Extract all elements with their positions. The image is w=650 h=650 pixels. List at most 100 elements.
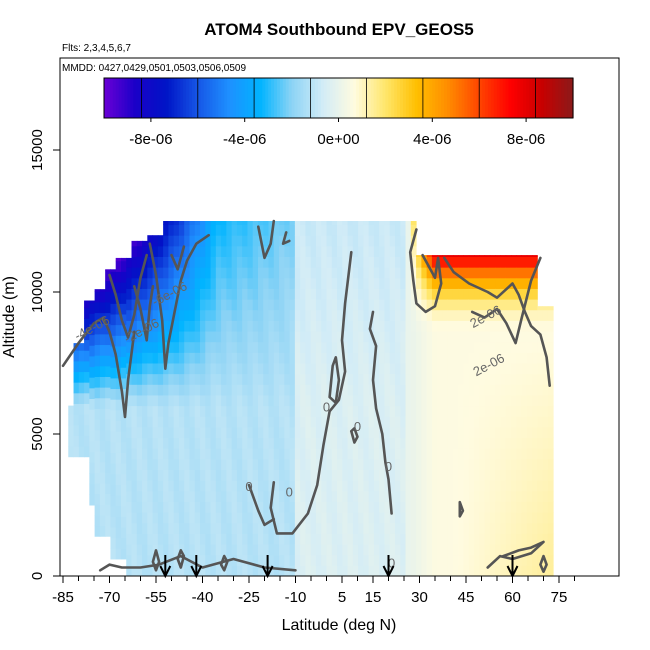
heat-cell xyxy=(431,405,438,417)
heat-cell xyxy=(468,384,475,396)
heat-cell xyxy=(279,373,285,385)
heat-cell xyxy=(215,331,222,343)
heat-cell xyxy=(226,448,233,460)
colorbar-labels: -8e-06 -4e-06 0e+00 4e-06 8e-06 xyxy=(129,118,545,148)
heat-cell xyxy=(479,448,486,460)
heat-cell xyxy=(426,320,433,332)
heat-cell xyxy=(500,533,507,545)
heat-cell xyxy=(437,331,443,343)
heat-cell xyxy=(331,458,338,470)
heat-cell xyxy=(252,405,259,417)
heat-cell xyxy=(115,473,122,485)
heat-cell xyxy=(305,309,312,321)
heat-cell xyxy=(410,554,417,566)
heat-cell xyxy=(431,458,438,470)
heat-cell xyxy=(236,469,243,481)
colorbar-cell xyxy=(353,78,357,118)
heat-cell xyxy=(157,469,164,481)
heat-cell xyxy=(337,448,343,460)
heat-cell xyxy=(521,267,528,279)
heat-cell xyxy=(468,480,475,492)
heat-cell xyxy=(447,437,454,449)
heat-cell xyxy=(463,320,470,332)
heat-cell xyxy=(442,363,449,375)
heat-cell xyxy=(236,267,243,279)
heat-cell xyxy=(363,490,370,502)
heat-cell xyxy=(321,448,327,460)
heat-cell xyxy=(210,533,217,545)
heat-cell xyxy=(94,525,101,537)
heat-cell xyxy=(416,373,422,385)
heat-cell xyxy=(547,341,554,353)
heat-cell xyxy=(300,501,306,513)
colorbar-cell xyxy=(347,78,351,118)
heat-cell xyxy=(452,416,459,428)
heat-cell xyxy=(105,269,111,282)
x-tick-label: 5 xyxy=(338,589,346,606)
heat-cell xyxy=(437,469,443,481)
heat-cell xyxy=(315,363,322,375)
heat-cell xyxy=(358,565,364,577)
heat-cell xyxy=(410,448,417,460)
heat-cell xyxy=(542,384,549,396)
heat-cell xyxy=(263,277,270,289)
heat-cell xyxy=(384,405,391,417)
heat-cell xyxy=(110,537,117,549)
heat-cell xyxy=(210,299,217,311)
heat-cell xyxy=(416,352,422,364)
heat-cell xyxy=(474,363,480,375)
heat-cell xyxy=(168,448,175,460)
heat-cell xyxy=(157,373,164,385)
heat-cell xyxy=(442,267,449,279)
heat-cell xyxy=(231,341,238,353)
heat-cell xyxy=(400,309,407,321)
heat-cell xyxy=(489,277,496,289)
heat-cell xyxy=(368,299,375,311)
heat-cell xyxy=(431,363,438,375)
colorbar-cell xyxy=(221,78,225,118)
heat-cell xyxy=(163,437,169,449)
heat-cell xyxy=(363,501,370,513)
heat-cell xyxy=(526,394,533,407)
heat-cell xyxy=(410,394,417,407)
heat-cell xyxy=(126,352,133,364)
heat-cell xyxy=(221,469,227,481)
heat-cell xyxy=(310,299,317,311)
heat-cell xyxy=(273,405,280,417)
heat-cell xyxy=(178,469,185,481)
heat-cell xyxy=(458,480,465,492)
heat-cell xyxy=(273,426,280,439)
heat-cell xyxy=(173,426,180,439)
heat-cell xyxy=(526,373,533,385)
heat-cell xyxy=(526,352,533,364)
heat-cell xyxy=(152,437,159,449)
heat-cell xyxy=(189,267,196,279)
heat-cell xyxy=(226,235,233,247)
heat-cell xyxy=(389,309,396,321)
heat-cell xyxy=(505,309,512,321)
heat-cell xyxy=(505,341,512,353)
heat-cell xyxy=(294,331,301,343)
heat-cell xyxy=(279,309,285,321)
heat-cell xyxy=(352,480,359,492)
heat-cell xyxy=(305,363,312,375)
heat-cell xyxy=(400,288,407,300)
heat-cell xyxy=(321,394,327,407)
heat-cell xyxy=(105,376,111,388)
heat-cell xyxy=(463,384,470,396)
heat-cell xyxy=(273,320,280,332)
heat-cell xyxy=(247,501,254,513)
heat-cell xyxy=(120,367,127,379)
colorbar-cell xyxy=(189,78,193,118)
heat-cell xyxy=(289,363,296,375)
heat-cell xyxy=(284,533,291,545)
colorbar-cell xyxy=(194,78,199,118)
heat-cell xyxy=(142,363,148,375)
heat-cell xyxy=(395,235,401,247)
x-axis: -85 -70 -55 -40 -25 -10 5 15 30 45 60 75 xyxy=(52,576,575,606)
heat-cell xyxy=(273,480,280,492)
heat-cell xyxy=(163,245,169,257)
heat-cell xyxy=(105,355,111,367)
heat-cell xyxy=(373,384,380,396)
heat-cell xyxy=(505,490,512,502)
